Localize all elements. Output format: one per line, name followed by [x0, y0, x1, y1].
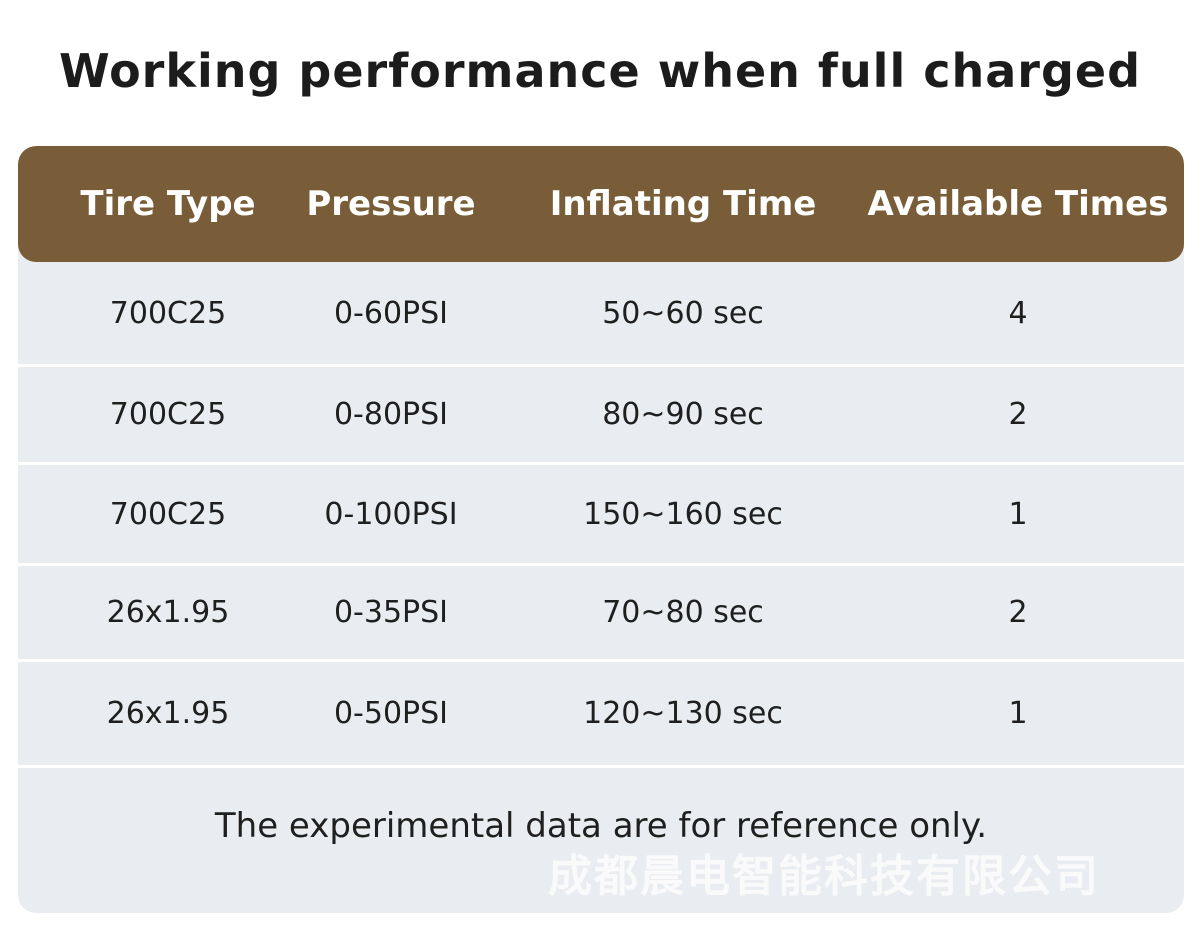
table-row: 700C25 0-60PSI 50~60 sec 4: [18, 262, 1184, 367]
cell-tire-type: 26x1.95: [106, 696, 230, 731]
cell-pressure: 0-100PSI: [324, 496, 458, 532]
cell-tire-type: 700C25: [109, 397, 227, 432]
cell-available-times: 4: [1008, 295, 1028, 331]
cell-inflating-time: 50~60 sec: [602, 295, 764, 331]
table-row: 700C25 0-80PSI 80~90 sec 2: [18, 367, 1184, 465]
cell-pressure: 0-35PSI: [333, 595, 449, 630]
cell-pressure: 0-50PSI: [333, 696, 449, 731]
reference-note: The experimental data are for reference …: [214, 806, 988, 846]
table-header: Tire Type Pressure Inflating Time Availa…: [18, 146, 1184, 262]
cell-pressure: 0-60PSI: [333, 295, 449, 331]
cell-available-times: 2: [1008, 595, 1028, 630]
table-row: 26x1.95 0-35PSI 70~80 sec 2: [18, 566, 1184, 662]
cell-inflating-time: 70~80 sec: [602, 595, 764, 630]
header-available-times: Available Times: [867, 184, 1169, 224]
cell-available-times: 2: [1008, 397, 1028, 432]
table-row: 700C25 0-100PSI 150~160 sec 1: [18, 465, 1184, 566]
page-title: Working performance when full charged: [58, 44, 1142, 98]
cell-inflating-time: 150~160 sec: [583, 496, 783, 532]
cell-inflating-time: 80~90 sec: [602, 397, 764, 432]
performance-table: Tire Type Pressure Inflating Time Availa…: [18, 146, 1184, 913]
cell-tire-type: 700C25: [109, 496, 227, 532]
header-inflating-time: Inflating Time: [549, 184, 817, 224]
table-row: 26x1.95 0-50PSI 120~130 sec 1: [18, 662, 1184, 768]
company-watermark: 成都晨电智能科技有限公司: [548, 851, 1100, 902]
cell-available-times: 1: [1008, 696, 1028, 731]
header-pressure: Pressure: [306, 184, 476, 224]
header-tire-type: Tire Type: [80, 184, 256, 224]
cell-available-times: 1: [1008, 496, 1028, 532]
cell-inflating-time: 120~130 sec: [583, 696, 783, 731]
cell-tire-type: 26x1.95: [106, 595, 230, 630]
cell-tire-type: 700C25: [109, 295, 227, 331]
cell-pressure: 0-80PSI: [333, 397, 449, 432]
